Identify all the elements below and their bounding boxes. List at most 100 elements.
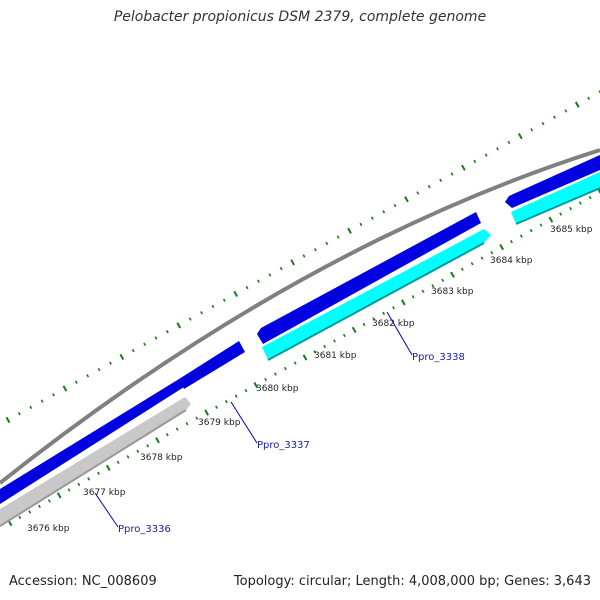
major-tick-mark bbox=[574, 101, 580, 108]
minor-tick-mark bbox=[224, 399, 228, 404]
minor-tick-mark bbox=[185, 422, 189, 426]
minor-tick-mark bbox=[569, 206, 572, 211]
tick-label: 3683 kbp bbox=[431, 287, 474, 297]
minor-tick-mark bbox=[136, 449, 140, 453]
forward-gene-arrow[interactable] bbox=[179, 341, 245, 389]
minor-tick-mark bbox=[325, 241, 329, 246]
minor-tick-mark bbox=[392, 306, 395, 310]
minor-tick-mark bbox=[264, 377, 268, 382]
minor-tick-mark bbox=[588, 195, 592, 200]
minor-tick-mark bbox=[370, 216, 374, 220]
major-tick-mark bbox=[119, 353, 125, 361]
major-tick-mark bbox=[548, 216, 554, 223]
minor-tick-mark bbox=[416, 191, 420, 195]
minor-tick-mark bbox=[564, 109, 568, 113]
minor-tick-mark bbox=[67, 488, 71, 492]
minor-tick-mark bbox=[421, 289, 425, 293]
major-tick-mark bbox=[461, 164, 466, 171]
minor-tick-mark bbox=[47, 499, 51, 503]
minor-tick-mark bbox=[165, 329, 169, 334]
minor-tick-mark bbox=[484, 153, 488, 157]
minor-tick-mark bbox=[519, 234, 523, 238]
gene-label-ppro-3337[interactable]: Ppro_3337 bbox=[257, 440, 310, 451]
minor-tick-mark bbox=[211, 304, 215, 309]
forward-gene-arrow[interactable] bbox=[0, 379, 184, 504]
minor-tick-mark bbox=[496, 147, 499, 151]
minor-tick-mark bbox=[359, 222, 363, 227]
major-tick-mark bbox=[351, 326, 357, 334]
forward-gene-arrow[interactable] bbox=[505, 155, 600, 208]
major-tick-mark bbox=[176, 322, 182, 329]
minor-tick-mark bbox=[97, 471, 100, 476]
minor-tick-mark bbox=[165, 433, 169, 437]
minor-tick-mark bbox=[154, 336, 158, 340]
major-tick-mark bbox=[204, 409, 210, 416]
minor-tick-mark bbox=[146, 444, 150, 448]
gene-label-ppro-3336[interactable]: Ppro_3336 bbox=[118, 524, 171, 535]
minor-tick-mark bbox=[393, 203, 397, 208]
minor-tick-mark bbox=[529, 228, 533, 233]
minor-tick-mark bbox=[342, 333, 346, 338]
minor-tick-mark bbox=[313, 350, 317, 354]
minor-tick-mark bbox=[302, 254, 306, 258]
outer-tick-ring bbox=[5, 90, 600, 424]
map-title: Pelobacter propionicus DSM 2379, complet… bbox=[113, 9, 487, 25]
minor-tick-mark bbox=[109, 361, 112, 365]
forward-gene-arrow[interactable] bbox=[257, 212, 481, 344]
minor-tick-mark bbox=[18, 515, 22, 520]
major-tick-mark bbox=[56, 492, 62, 499]
minor-tick-mark bbox=[143, 342, 147, 347]
minor-tick-mark bbox=[234, 394, 238, 398]
minor-tick-mark bbox=[510, 239, 513, 244]
major-tick-mark bbox=[499, 244, 505, 251]
minor-tick-mark bbox=[559, 212, 563, 216]
minor-tick-mark bbox=[293, 361, 297, 365]
minor-tick-mark bbox=[274, 372, 277, 376]
minor-tick-mark bbox=[17, 411, 21, 416]
minor-tick-mark bbox=[473, 159, 477, 164]
minor-tick-mark bbox=[268, 273, 272, 277]
tick-label: 3677 kbp bbox=[83, 488, 126, 498]
tick-label: 3685 kbp bbox=[550, 225, 593, 235]
minor-tick-mark bbox=[215, 405, 218, 409]
major-tick-mark bbox=[400, 299, 406, 306]
minor-tick-mark bbox=[427, 184, 431, 189]
gene-label-connector bbox=[230, 401, 258, 444]
inner-tick-ring bbox=[7, 188, 600, 527]
minor-tick-mark bbox=[28, 510, 32, 514]
major-tick-mark bbox=[597, 188, 600, 195]
major-tick-mark bbox=[290, 259, 295, 266]
minor-tick-mark bbox=[382, 210, 386, 214]
minor-tick-mark bbox=[29, 405, 33, 410]
minor-tick-mark bbox=[372, 317, 376, 321]
reverse-gene-arrow[interactable] bbox=[511, 172, 600, 224]
minor-tick-mark bbox=[279, 266, 283, 271]
major-tick-mark bbox=[253, 381, 259, 389]
accession-text: Accession: NC_008609 bbox=[9, 574, 157, 589]
minor-tick-mark bbox=[77, 482, 81, 487]
reverse-gene-arrow[interactable] bbox=[262, 229, 491, 360]
major-tick-mark bbox=[302, 354, 308, 361]
minor-tick-mark bbox=[439, 178, 443, 183]
major-tick-mark bbox=[450, 271, 455, 278]
minor-tick-mark bbox=[578, 201, 582, 205]
minor-tick-mark bbox=[490, 250, 494, 255]
minor-tick-mark bbox=[245, 285, 249, 290]
major-tick-mark bbox=[517, 133, 523, 140]
tick-label: 3680 kbp bbox=[256, 384, 299, 394]
major-tick-mark bbox=[347, 227, 352, 234]
tick-label: 3678 kbp bbox=[140, 453, 183, 463]
major-tick-mark bbox=[62, 385, 68, 392]
other-feature-arrow[interactable] bbox=[0, 397, 191, 526]
minor-tick-mark bbox=[333, 339, 336, 343]
gene-label-ppro-3338[interactable]: Ppro_3338 bbox=[412, 352, 465, 363]
reverse-gene-shadow bbox=[267, 242, 485, 361]
minor-tick-mark bbox=[74, 380, 78, 384]
other-feature-shadow bbox=[0, 409, 187, 527]
minor-tick-mark bbox=[323, 344, 327, 349]
minor-tick-mark bbox=[175, 427, 179, 431]
minor-tick-mark bbox=[460, 267, 464, 271]
minor-tick-mark bbox=[411, 295, 415, 299]
tick-label: 3676 kbp bbox=[27, 524, 70, 534]
